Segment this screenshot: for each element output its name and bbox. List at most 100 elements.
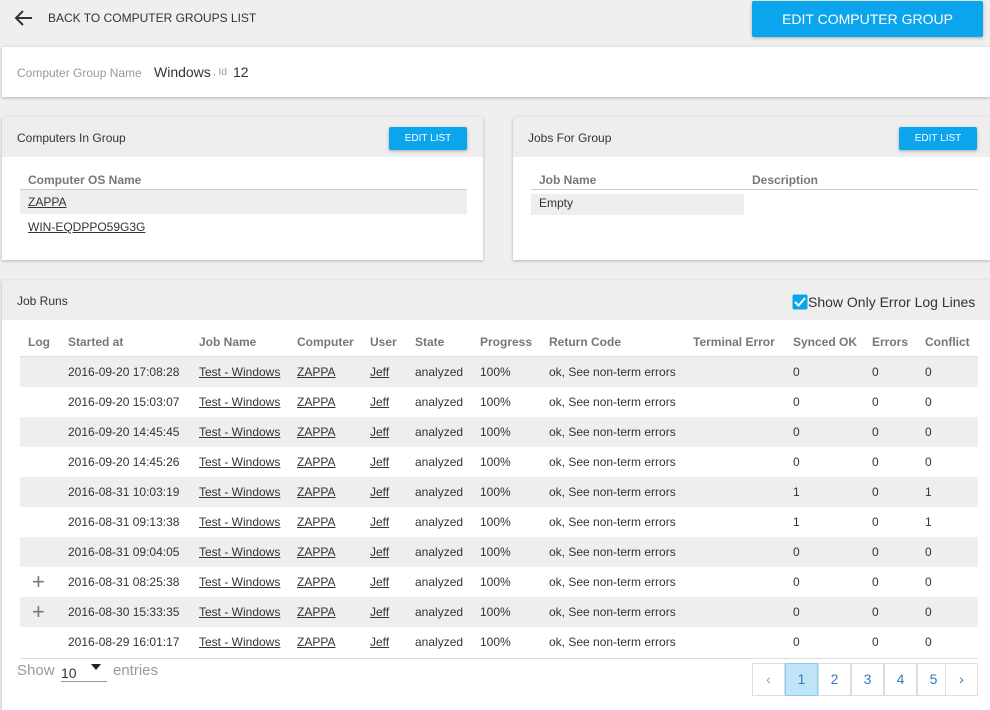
id-label: , Id — [213, 67, 227, 78]
cell-link[interactable]: ZAPPA — [297, 425, 336, 439]
checkbox[interactable] — [792, 294, 808, 310]
cell-link[interactable]: ZAPPA — [297, 635, 336, 649]
cell: 0 — [793, 455, 800, 469]
cell: 2016-09-20 14:45:45 — [68, 425, 180, 439]
cell: 0 — [872, 365, 879, 379]
cell: 0 — [925, 605, 932, 619]
page-button[interactable]: 1 — [785, 663, 818, 696]
computer-link[interactable]: ZAPPA — [28, 195, 67, 209]
cell: ok, See non-term errors — [549, 575, 676, 589]
edit-group-button[interactable]: EDIT COMPUTER GROUP — [752, 1, 983, 37]
cell-link[interactable]: ZAPPA — [297, 455, 336, 469]
cell: 1 — [793, 485, 800, 499]
prev-page[interactable]: ‹ — [752, 663, 785, 696]
cell: 0 — [925, 635, 932, 649]
cell-link[interactable]: Test - Windows — [199, 365, 281, 379]
cell-link[interactable]: Jeff — [370, 575, 390, 589]
show-label: Show — [17, 662, 55, 679]
cell: analyzed — [415, 485, 464, 499]
back-link[interactable]: BACK TO COMPUTER GROUPS LIST — [48, 11, 257, 25]
row-bg — [20, 190, 467, 214]
cell-link[interactable]: ZAPPA — [297, 545, 336, 559]
cell: 100% — [480, 575, 511, 589]
column-header: User — [370, 335, 397, 349]
cell: 100% — [480, 545, 511, 559]
cell: 100% — [480, 485, 511, 499]
cell: ok, See non-term errors — [549, 455, 676, 469]
cell-link[interactable]: Test - Windows — [199, 545, 281, 559]
filter-label[interactable]: Show Only Error Log Lines — [808, 294, 976, 310]
cell-link[interactable]: Jeff — [370, 545, 390, 559]
column-header: Progress — [480, 335, 533, 349]
cell-link[interactable]: Test - Windows — [199, 575, 281, 589]
cell-link[interactable]: Test - Windows — [199, 515, 281, 529]
cell: 0 — [793, 365, 800, 379]
cell-link[interactable]: ZAPPA — [297, 395, 336, 409]
page-length[interactable]: 10 — [61, 665, 107, 682]
cell: 100% — [480, 425, 511, 439]
cell-link[interactable]: Test - Windows — [199, 485, 281, 499]
card-header — [2, 280, 990, 320]
page-button[interactable]: 4 — [884, 663, 917, 696]
header-rule — [20, 356, 978, 357]
group-name: Windows — [154, 64, 211, 80]
cell: analyzed — [415, 635, 464, 649]
cell: 100% — [480, 455, 511, 469]
cell: 0 — [872, 605, 879, 619]
cell: 2016-08-31 10:03:19 — [68, 485, 180, 499]
dropdown-arrow — [91, 664, 101, 670]
cell-link[interactable]: Test - Windows — [199, 455, 281, 469]
computer-link[interactable]: WIN-EQDPPO59G3G — [28, 220, 146, 234]
cell-link[interactable]: ZAPPA — [297, 485, 336, 499]
cell: 0 — [925, 575, 932, 589]
cell-link[interactable]: Jeff — [370, 455, 390, 469]
cell-link[interactable]: Jeff — [370, 365, 390, 379]
cell: 100% — [480, 605, 511, 619]
next-page[interactable]: › — [945, 663, 978, 696]
cell-link[interactable]: Test - Windows — [199, 395, 281, 409]
cell: analyzed — [415, 605, 464, 619]
expand-icon[interactable]: + — [32, 569, 45, 594]
cell-link[interactable]: Jeff — [370, 485, 390, 499]
cell-link[interactable]: Test - Windows — [199, 635, 281, 649]
page-button[interactable]: 2 — [818, 663, 851, 696]
cell: analyzed — [415, 545, 464, 559]
page-button[interactable]: 3 — [851, 663, 884, 696]
cell: 0 — [793, 545, 800, 559]
group-card: Computer Group Name Windows , Id 12 — [2, 47, 990, 97]
column-header: State — [415, 335, 445, 349]
cell: 1 — [793, 515, 800, 529]
column-header: Conflict — [925, 335, 970, 349]
cell: 100% — [480, 635, 511, 649]
cell-link[interactable]: Jeff — [370, 425, 390, 439]
cell-link[interactable]: Test - Windows — [199, 605, 281, 619]
cell-link[interactable]: Jeff — [370, 635, 390, 649]
expand-icon[interactable]: + — [32, 599, 45, 624]
cell: 0 — [925, 455, 932, 469]
edit-list-button[interactable]: EDIT LIST — [389, 127, 467, 150]
cell-link[interactable]: Jeff — [370, 515, 390, 529]
name-label: Computer Group Name — [17, 66, 142, 80]
row-bg — [20, 477, 978, 507]
cell: 0 — [872, 395, 879, 409]
back-arrow[interactable] — [14, 9, 34, 27]
cell: 0 — [793, 635, 800, 649]
cell: 1 — [925, 515, 932, 529]
cell-link[interactable]: Jeff — [370, 395, 390, 409]
cell: analyzed — [415, 515, 464, 529]
cell-link[interactable]: ZAPPA — [297, 515, 336, 529]
cell-link[interactable]: ZAPPA — [297, 605, 336, 619]
cell: ok, See non-term errors — [549, 485, 676, 499]
cell-link[interactable]: Test - Windows — [199, 425, 281, 439]
cell-link[interactable]: ZAPPA — [297, 365, 336, 379]
edit-list-button[interactable]: EDIT LIST — [899, 127, 977, 150]
column-header: Synced OK — [793, 335, 858, 349]
cell-link[interactable]: Jeff — [370, 605, 390, 619]
column-header: Computer — [297, 335, 354, 349]
cell: 0 — [872, 575, 879, 589]
cell: 2016-08-31 09:13:38 — [68, 515, 180, 529]
cell: 100% — [480, 365, 511, 379]
column-header: Job Name — [199, 335, 257, 349]
cell: 100% — [480, 395, 511, 409]
cell-link[interactable]: ZAPPA — [297, 575, 336, 589]
